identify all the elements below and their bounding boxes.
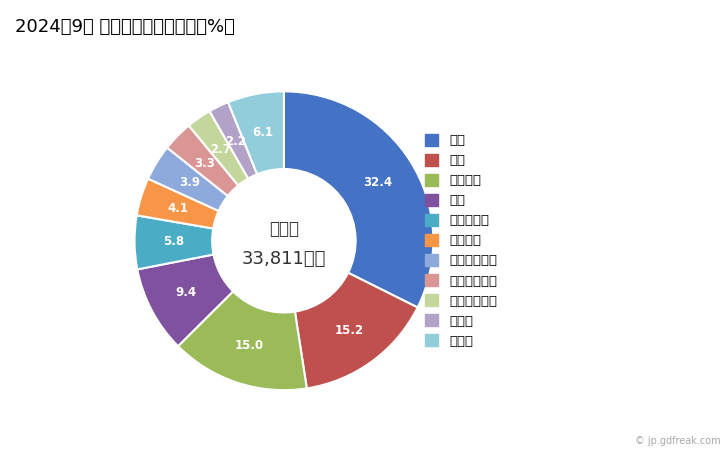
Legend: 米国, 台湾, メキシコ, 中国, スロバキア, オランダ, オーストリア, アイルランド, インドネシア, チェコ, その他: 米国, 台湾, メキシコ, 中国, スロバキア, オランダ, オーストリア, ア… — [422, 130, 501, 351]
Text: 2.2: 2.2 — [225, 135, 246, 148]
Wedge shape — [148, 148, 228, 211]
Wedge shape — [189, 111, 248, 185]
Wedge shape — [135, 215, 213, 270]
Text: 4.1: 4.1 — [167, 202, 189, 215]
Text: © jp.gdfreak.com: © jp.gdfreak.com — [635, 436, 721, 446]
Wedge shape — [167, 126, 238, 196]
Text: 5.8: 5.8 — [163, 235, 184, 248]
Text: 2.7: 2.7 — [210, 144, 232, 156]
Wedge shape — [295, 273, 418, 388]
Text: 32.4: 32.4 — [363, 176, 392, 189]
Wedge shape — [178, 291, 306, 390]
Text: 3.9: 3.9 — [179, 176, 200, 189]
Text: 2024年9月 輸出相手国のシェア（%）: 2024年9月 輸出相手国のシェア（%） — [15, 18, 234, 36]
Wedge shape — [137, 179, 218, 229]
Text: 33,811万円: 33,811万円 — [242, 250, 326, 268]
Wedge shape — [138, 255, 233, 346]
Text: 6.1: 6.1 — [253, 126, 274, 139]
Text: 総　額: 総 額 — [269, 220, 299, 238]
Text: 15.0: 15.0 — [235, 339, 264, 352]
Text: 9.4: 9.4 — [175, 286, 197, 299]
Text: 15.2: 15.2 — [335, 324, 364, 337]
Wedge shape — [210, 102, 257, 179]
Wedge shape — [228, 91, 284, 174]
Wedge shape — [284, 91, 433, 307]
Text: 3.3: 3.3 — [194, 157, 215, 170]
